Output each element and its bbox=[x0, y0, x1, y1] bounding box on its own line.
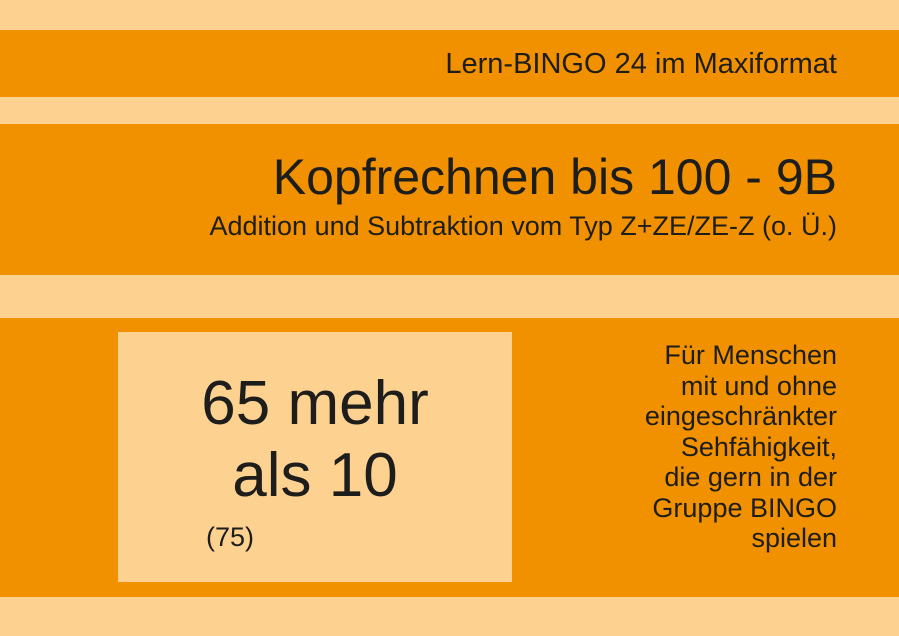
audience-note: Für Menschen mit und ohne eingeschränkte… bbox=[645, 340, 837, 554]
note-line: spielen bbox=[751, 523, 837, 553]
note-line: Für Menschen bbox=[664, 340, 837, 370]
task-text: 65 mehr als 10 bbox=[118, 368, 512, 512]
task-card: 65 mehr als 10 (75) bbox=[118, 332, 512, 582]
note-line: die gern in der bbox=[664, 462, 837, 492]
task-line-1: 65 mehr bbox=[201, 369, 429, 438]
title-band: Kopfrechnen bis 100 - 9B Addition und Su… bbox=[0, 124, 899, 275]
note-line: eingeschränkter bbox=[644, 401, 837, 431]
header-band: Lern-BINGO 24 im Maxiformat bbox=[0, 30, 899, 97]
page-subtitle: Addition und Subtraktion vom Typ Z+ZE/ZE… bbox=[209, 211, 838, 241]
note-line: Sehfähigkeit, bbox=[680, 431, 837, 462]
series-label: Lern-BINGO 24 im Maxiformat bbox=[445, 48, 837, 80]
page-title: Kopfrechnen bis 100 - 9B bbox=[272, 149, 837, 205]
note-line: mit und ohne bbox=[680, 370, 837, 401]
answer-text: (75) bbox=[206, 522, 255, 552]
note-line: Gruppe BINGO bbox=[652, 492, 837, 523]
task-line-2: als 10 bbox=[232, 441, 398, 510]
